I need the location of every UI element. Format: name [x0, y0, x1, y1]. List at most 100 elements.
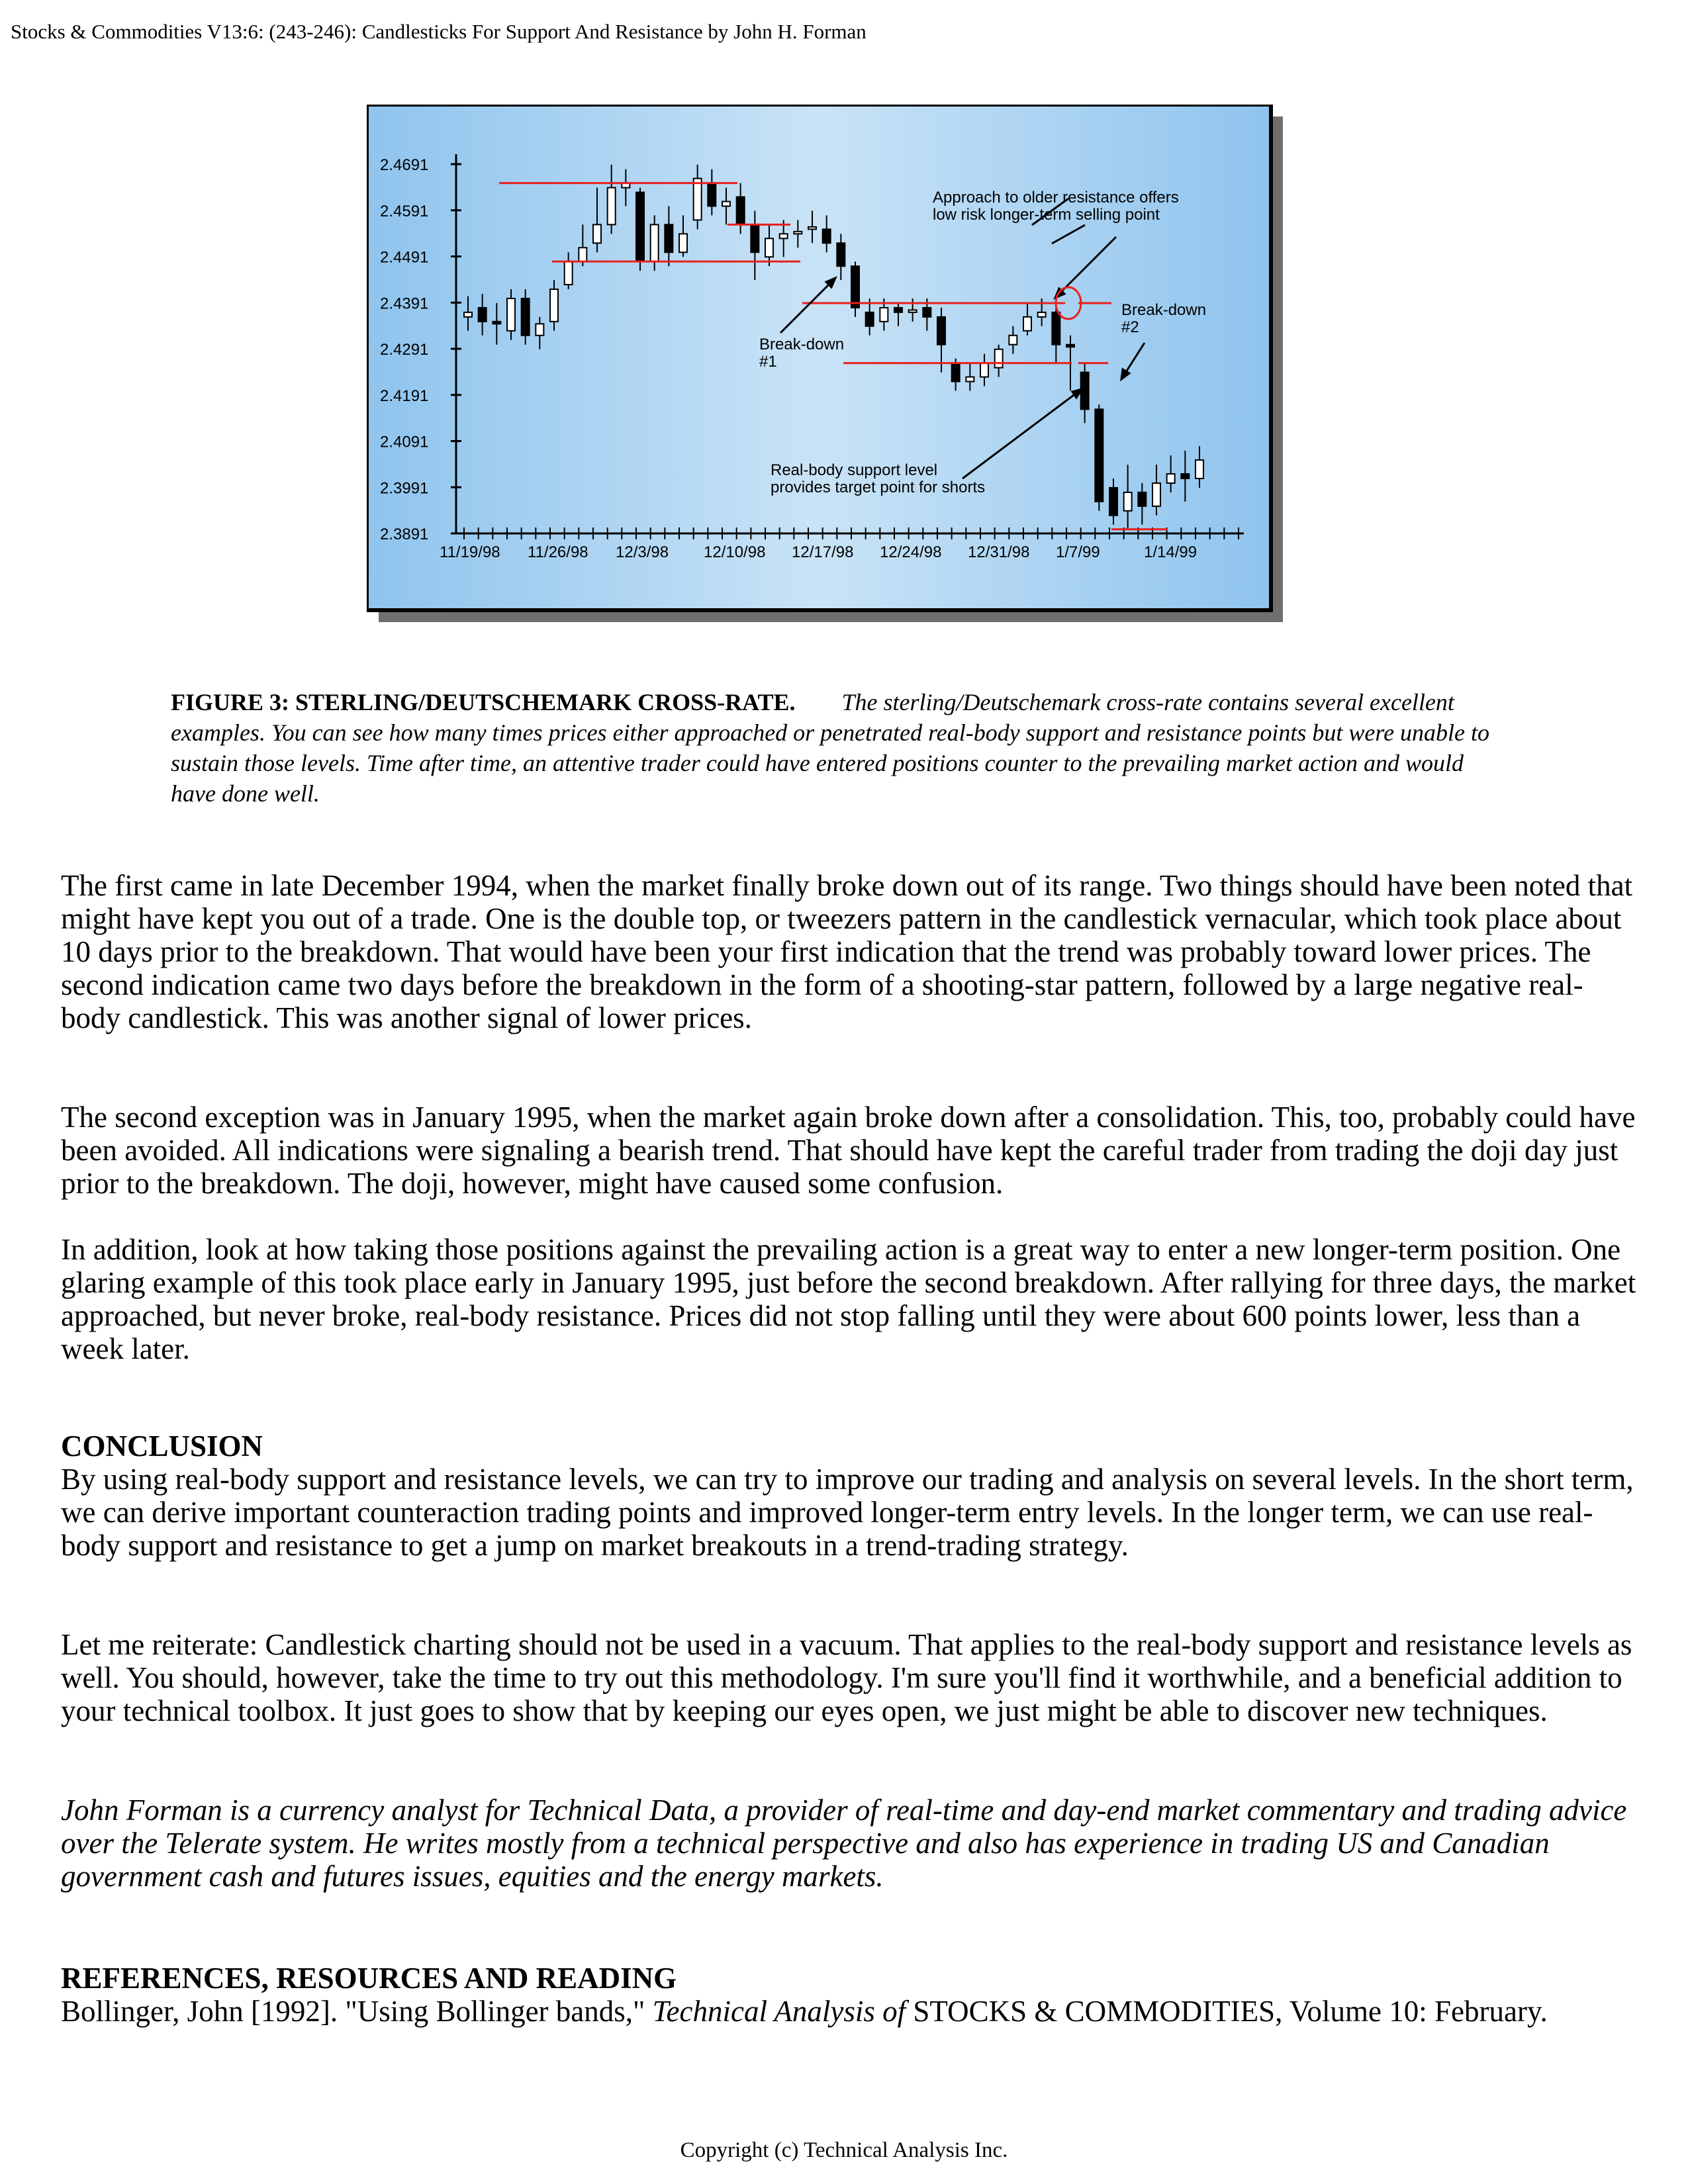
plot-area: 2.4691 2.4591 2.4491 2.4391 2.4291 2.4191 2.40…: [380, 154, 1244, 561]
x-tick-label: 12/31/98: [968, 543, 1029, 561]
arrowhead-breakdown2: [1120, 367, 1131, 382]
body-paragraph-2: The second exception was in January 1995…: [61, 1101, 1636, 1200]
candle-body: [1123, 491, 1133, 512]
candle-body: [908, 309, 917, 313]
candle-body: [606, 187, 616, 226]
candle-body: [506, 297, 516, 332]
candle-body: [492, 320, 502, 325]
candle-body: [951, 362, 961, 383]
arrow-approach-to-circle: [1051, 224, 1086, 245]
candle-body: [563, 261, 573, 286]
candle-body: [980, 362, 989, 378]
candle-body: [1080, 371, 1090, 410]
candle-body: [635, 191, 645, 263]
candle-body: [965, 376, 975, 383]
annotation-breakdown2-line2: #2: [1121, 318, 1139, 336]
candle-body: [793, 230, 803, 235]
candle-body: [535, 323, 545, 336]
candle-body: [707, 182, 717, 207]
paragraph: By using real-body support and resistanc…: [61, 1463, 1634, 1562]
body-paragraph-1: The first came in late December 1994, wh…: [61, 869, 1636, 1034]
candle-body: [1137, 491, 1147, 507]
annotations: Approach to older resistance offers low …: [759, 189, 1206, 496]
running-head: Stocks & Commodities V13:6: (243-246): C…: [11, 20, 867, 43]
candle-body: [735, 196, 745, 226]
reference-suffix: STOCKS & COMMODITIES, Volume 10: Februar…: [906, 1995, 1548, 2028]
paragraph: Let me reiterate: Candlestick charting s…: [61, 1628, 1632, 1727]
reference-italic: Technical Analysis of: [652, 1995, 906, 2028]
candle-body: [778, 233, 788, 240]
candle-body: [821, 228, 831, 244]
y-tick-label: 2.3891: [380, 525, 428, 543]
candle-body: [549, 289, 559, 322]
annotation-breakdown2-line1: Break-down: [1121, 301, 1206, 319]
paragraph: In addition, look at how taking those po…: [61, 1233, 1636, 1365]
candle-body: [1023, 316, 1032, 332]
conclusion-section: CONCLUSION By using real-body support an…: [61, 1430, 1636, 1562]
arrow-approach: [1031, 197, 1069, 226]
annotation-support-line1: Real-body support level: [771, 461, 937, 479]
candle-body: [937, 316, 946, 345]
x-tick-label: 1/7/99: [1056, 543, 1100, 561]
candle-body: [1166, 473, 1176, 484]
references-section: REFERENCES, RESOURCES AND READING Bollin…: [61, 1962, 1636, 2028]
x-tick-label: 11/19/98: [440, 543, 500, 561]
body-paragraph-3: In addition, look at how taking those po…: [61, 1233, 1636, 1365]
annotation-approach-line1: Approach to older resistance offers: [933, 189, 1179, 206]
candle-body: [1152, 482, 1161, 507]
x-tick-label: 12/24/98: [880, 543, 941, 561]
candle-body: [664, 224, 674, 253]
candle-body: [851, 265, 860, 308]
candle-body: [649, 224, 659, 263]
approach-circle: [1055, 286, 1082, 320]
y-tick-label: 2.4591: [380, 203, 428, 220]
candle-body: [722, 201, 731, 207]
candle-body: [1037, 311, 1047, 318]
candle-body: [1180, 473, 1190, 479]
x-tick-label: 12/17/98: [792, 543, 853, 561]
arrowhead-support: [1070, 387, 1084, 400]
body-paragraph-5: Let me reiterate: Candlestick charting s…: [61, 1628, 1636, 1727]
caption-title: FIGURE 3: STERLING/DEUTSCHEMARK CROSS-RA…: [171, 689, 796, 715]
candle-body: [865, 311, 874, 327]
x-tick-label: 1/14/99: [1144, 543, 1197, 561]
candlestick-chart: 2.4691 2.4591 2.4491 2.4391 2.4291 2.4191 2.40…: [367, 105, 1283, 622]
y-tick-label: 2.4091: [380, 433, 428, 451]
x-tick-label: 12/3/98: [616, 543, 669, 561]
candle-body: [750, 224, 760, 253]
candle-body: [692, 177, 702, 221]
candle-body: [520, 297, 530, 336]
candle-body: [1008, 334, 1018, 345]
figure-caption: FIGURE 3: STERLING/DEUTSCHEMARK CROSS-RA…: [171, 687, 1495, 809]
y-tick-label: 2.4491: [380, 249, 428, 267]
arrowhead-breakdown1: [824, 276, 837, 289]
candle-body: [994, 348, 1004, 369]
candle-body: [1195, 459, 1204, 479]
candle-body: [1066, 343, 1075, 348]
candle-body: [1109, 486, 1118, 516]
y-tick-label: 2.4391: [380, 295, 428, 312]
author-bio-text: John Forman is a currency analyst for Te…: [61, 1794, 1627, 1893]
candle-body: [836, 242, 846, 267]
candle-body: [463, 311, 473, 318]
x-tick-label: 12/10/98: [704, 543, 765, 561]
annotation-breakdown1-line2: #1: [759, 353, 777, 371]
candle-body: [592, 224, 602, 244]
y-tick-label: 2.3991: [380, 479, 428, 497]
paragraph: The first came in late December 1994, wh…: [61, 869, 1633, 1034]
author-bio: John Forman is a currency analyst for Te…: [61, 1794, 1636, 1893]
candle-body: [477, 306, 487, 322]
annotation-support-line2: provides target point for shorts: [771, 478, 985, 496]
references-heading: REFERENCES, RESOURCES AND READING: [61, 1962, 677, 1995]
y-tick-label: 2.4291: [380, 341, 428, 359]
reference-entry: Bollinger, John [1992]. "Using Bollinger…: [61, 1995, 1636, 2028]
candle-body: [894, 306, 903, 313]
candle-body: [1051, 311, 1061, 345]
reference-prefix: Bollinger, John [1992]. "Using Bollinger…: [61, 1995, 653, 2028]
y-tick-label: 2.4191: [380, 387, 428, 405]
candle-body: [808, 226, 817, 230]
candlestick-figure: 2.4691 2.4591 2.4491 2.4391 2.4291 2.4191 2.40…: [367, 105, 1283, 622]
y-tick-label: 2.4691: [380, 156, 428, 174]
caption-text: The sterling/Deutschemark cross-rate con…: [171, 689, 1490, 807]
paragraph: The second exception was in January 1995…: [61, 1101, 1636, 1200]
